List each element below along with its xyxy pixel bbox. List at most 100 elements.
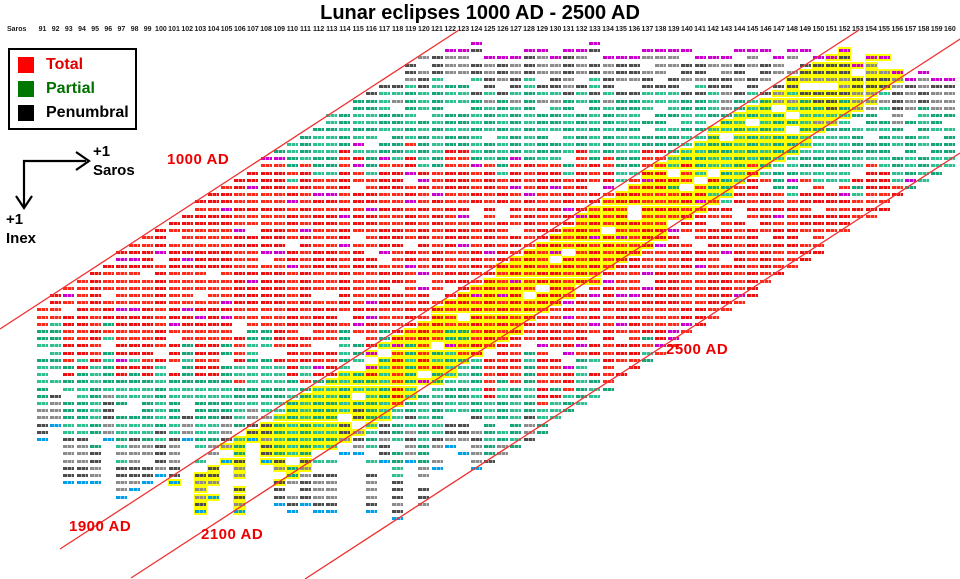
eclipse-cell [826, 157, 837, 161]
eclipse-cell [208, 243, 219, 247]
eclipse-cell [944, 142, 956, 146]
eclipse-cell [115, 315, 127, 319]
eclipse-cell [234, 344, 246, 348]
eclipse-cell [168, 265, 180, 269]
eclipse-cell [142, 301, 154, 305]
eclipse-cell [208, 373, 219, 377]
eclipse-cell [273, 150, 285, 153]
eclipse-cell [444, 258, 456, 261]
eclipse-cell [326, 423, 338, 427]
eclipse-cell [194, 502, 206, 506]
eclipse-cell [63, 351, 75, 355]
eclipse-cell [392, 222, 404, 225]
eclipse-cell [457, 301, 469, 305]
eclipse-cell [839, 200, 851, 204]
eclipse-cell [747, 178, 759, 182]
eclipse-cell [510, 322, 522, 326]
eclipse-cell [589, 373, 601, 377]
eclipse-cell [392, 265, 404, 269]
eclipse-cell [602, 207, 614, 211]
eclipse-cell [641, 193, 653, 197]
eclipse-cell [681, 315, 693, 319]
eclipse-cell [115, 294, 127, 297]
eclipse-cell [799, 214, 811, 218]
eclipse-cell [326, 495, 338, 499]
eclipse-cell [444, 99, 456, 103]
eclipse-cell [194, 272, 206, 276]
eclipse-cell [405, 85, 417, 89]
eclipse-cell [760, 63, 772, 67]
eclipse-cell [208, 351, 219, 355]
eclipse-cell [878, 85, 890, 89]
eclipse-cell [536, 279, 548, 283]
eclipse-cell [273, 214, 285, 218]
eclipse-cell [707, 85, 719, 89]
eclipse-cell [234, 474, 246, 477]
eclipse-cell [300, 466, 311, 470]
eclipse-cell [549, 106, 561, 110]
eclipse-cell [286, 150, 298, 153]
eclipse-cell [786, 258, 798, 261]
eclipse-cell [286, 502, 298, 506]
eclipse-cell [339, 409, 351, 413]
eclipse-cell [326, 430, 338, 434]
eclipse-cell [944, 135, 956, 139]
eclipse-cell [129, 481, 141, 485]
eclipse-cell [589, 121, 601, 125]
eclipse-cell [497, 186, 509, 189]
eclipse-cell [510, 178, 522, 182]
eclipse-cell [852, 157, 864, 161]
eclipse-cell [707, 315, 719, 319]
eclipse-cell [339, 438, 351, 441]
eclipse-cell [378, 106, 390, 110]
eclipse-cell [839, 70, 851, 74]
eclipse-cell [615, 229, 627, 233]
eclipse-cell [589, 63, 601, 67]
eclipse-cell [484, 430, 496, 434]
eclipse-cell [221, 322, 233, 326]
eclipse-cell [352, 250, 364, 254]
eclipse-cell [457, 214, 469, 218]
eclipse-cell [484, 337, 496, 341]
eclipse-cell [339, 344, 351, 348]
eclipse-cell [194, 380, 206, 384]
eclipse-cell [300, 279, 311, 283]
eclipse-cell [102, 351, 114, 355]
eclipse-cell [497, 236, 509, 240]
eclipse-cell [234, 452, 246, 456]
eclipse-cell [760, 229, 772, 233]
eclipse-cell [510, 380, 522, 384]
eclipse-cell [76, 466, 88, 470]
eclipse-cell [655, 222, 667, 225]
eclipse-cell [129, 380, 141, 384]
eclipse-cell [76, 402, 88, 405]
eclipse-cell [484, 344, 496, 348]
eclipse-cell [563, 114, 574, 117]
eclipse-cell [747, 250, 759, 254]
eclipse-cell [497, 337, 509, 341]
eclipse-cell [510, 272, 522, 276]
eclipse-cell [405, 214, 417, 218]
eclipse-cell [194, 423, 206, 427]
eclipse-cell [576, 279, 588, 283]
eclipse-cell [37, 315, 48, 319]
eclipse-cell [668, 99, 680, 103]
eclipse-cell [549, 114, 561, 117]
eclipse-cell [392, 229, 404, 233]
eclipse-cell [720, 236, 732, 240]
eclipse-cell [510, 200, 522, 204]
eclipse-cell [444, 171, 456, 175]
eclipse-cell [549, 322, 561, 326]
eclipse-cell [76, 474, 88, 477]
eclipse-cell [510, 142, 522, 146]
eclipse-cell [234, 294, 246, 297]
eclipse-cell [510, 78, 522, 81]
eclipse-cell [484, 150, 496, 153]
eclipse-cell [234, 416, 246, 420]
eclipse-cell [76, 351, 88, 355]
eclipse-cell [510, 373, 522, 377]
eclipse-cell [181, 243, 193, 247]
eclipse-cell [812, 200, 824, 204]
eclipse-cell [773, 142, 785, 146]
eclipse-cell [852, 142, 864, 146]
